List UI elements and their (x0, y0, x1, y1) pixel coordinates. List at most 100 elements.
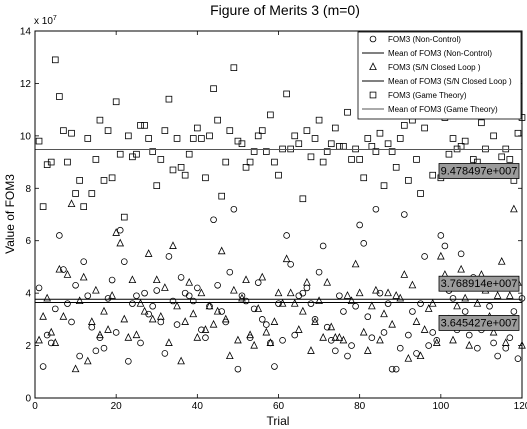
data-point-circle (396, 344, 404, 352)
data-point-circle (384, 300, 392, 307)
legend-items: FOM3 (Non-Control) Mean of FOM3 (Non-Cont… (362, 35, 512, 114)
data-point-circle (60, 266, 67, 273)
data-point-square (413, 156, 420, 163)
data-point-triangle (461, 293, 470, 302)
x-tick-label: 100 (432, 401, 449, 412)
data-point-triangle (152, 275, 161, 284)
y-tick-label: 14 (20, 27, 32, 38)
data-point-circle (490, 339, 497, 347)
data-point-circle (72, 281, 79, 289)
data-point-triangle (59, 312, 68, 320)
data-point-triangle (372, 285, 380, 294)
data-point-square (498, 153, 506, 161)
data-point-circle (506, 334, 514, 342)
legend-entry-label: FOM3 (Non-Control) (388, 35, 461, 44)
data-point-circle (165, 253, 173, 260)
data-point-triangle (201, 325, 210, 333)
data-point-triangle (181, 317, 190, 325)
y-tick-label: 8 (25, 184, 31, 195)
data-point-triangle (319, 333, 327, 341)
data-point-triangle (156, 312, 165, 320)
data-point-circle (474, 344, 481, 352)
data-point-square (352, 145, 359, 153)
data-point-square (194, 124, 201, 132)
mean-annotation: 3.645427e+007 (438, 315, 520, 331)
data-point-circle (494, 352, 501, 360)
data-point-circle (84, 292, 92, 300)
data-point-circle (129, 300, 136, 307)
data-point-triangle (217, 246, 226, 255)
data-point-square (319, 158, 327, 166)
data-point-square (445, 150, 453, 158)
data-point-triangle (209, 319, 218, 328)
data-point-triangle (87, 317, 96, 325)
data-point-circle (189, 297, 197, 305)
data-point-circle (238, 292, 246, 300)
data-point-triangle (363, 346, 372, 354)
data-point-square (56, 93, 63, 100)
data-point-circle (429, 329, 437, 336)
mean-annotation-text: 3.645427e+007 (441, 317, 518, 329)
data-point-triangle (161, 283, 169, 291)
data-point-triangle (457, 264, 465, 273)
data-point-square (60, 127, 67, 134)
data-points-layer (35, 56, 526, 373)
data-point-circle (340, 308, 347, 315)
data-point-triangle (367, 301, 376, 310)
data-point-triangle (432, 338, 441, 346)
data-point-square (449, 135, 457, 142)
data-point-square (514, 129, 522, 137)
mean-annotation-box (438, 315, 520, 331)
data-point-circle (254, 279, 262, 286)
data-point-square (502, 145, 510, 153)
data-point-square (311, 135, 319, 142)
data-point-triangle (412, 317, 421, 325)
data-point-circle (39, 363, 47, 370)
data-point-triangle (404, 353, 413, 362)
data-point-square (263, 148, 270, 155)
data-point-circle (137, 339, 144, 347)
data-point-circle (47, 339, 55, 347)
chart-title: Figure of Merits 3 (m=0) (210, 2, 360, 18)
data-point-triangle (493, 291, 502, 299)
data-point-circle (250, 305, 258, 313)
data-point-square (360, 174, 368, 182)
mean-lines-layer (35, 149, 522, 303)
data-point-circle (64, 300, 71, 307)
data-point-square (376, 129, 384, 137)
data-point-triangle (193, 333, 202, 341)
data-point-circle (198, 326, 205, 334)
data-point-square (392, 164, 400, 171)
data-point-triangle (230, 285, 238, 294)
data-point-square (429, 171, 437, 179)
data-point-circle (234, 365, 242, 373)
data-point-square (165, 95, 173, 103)
data-point-square (125, 132, 132, 140)
y-tick-label: 12 (20, 79, 32, 90)
data-point-circle (116, 226, 124, 234)
data-point-circle (56, 232, 63, 239)
data-point-circle (380, 329, 388, 336)
mean-annotation-text: 9.478497e+007 (441, 166, 518, 178)
data-point-triangle (71, 364, 80, 373)
data-point-triangle (449, 335, 457, 344)
data-point-circle (486, 302, 493, 310)
data-point-square (141, 122, 148, 129)
data-point-circle (258, 316, 266, 323)
data-point-circle (332, 347, 339, 355)
data-point-circle (388, 365, 396, 373)
data-point-triangle (242, 275, 250, 284)
data-point-circle (356, 221, 363, 229)
data-point-square (51, 56, 59, 64)
data-point-triangle (108, 291, 116, 299)
data-point-square (384, 140, 392, 148)
x-tick-label: 40 (192, 401, 204, 412)
data-point-square (80, 203, 88, 210)
data-point-square (275, 171, 282, 179)
data-point-triangle (83, 356, 92, 365)
y-axis-label: Value of FOM3 (3, 174, 17, 254)
data-point-square (283, 90, 290, 98)
data-point-triangle (116, 238, 125, 247)
data-point-square (271, 158, 278, 166)
data-point-square (88, 190, 96, 197)
